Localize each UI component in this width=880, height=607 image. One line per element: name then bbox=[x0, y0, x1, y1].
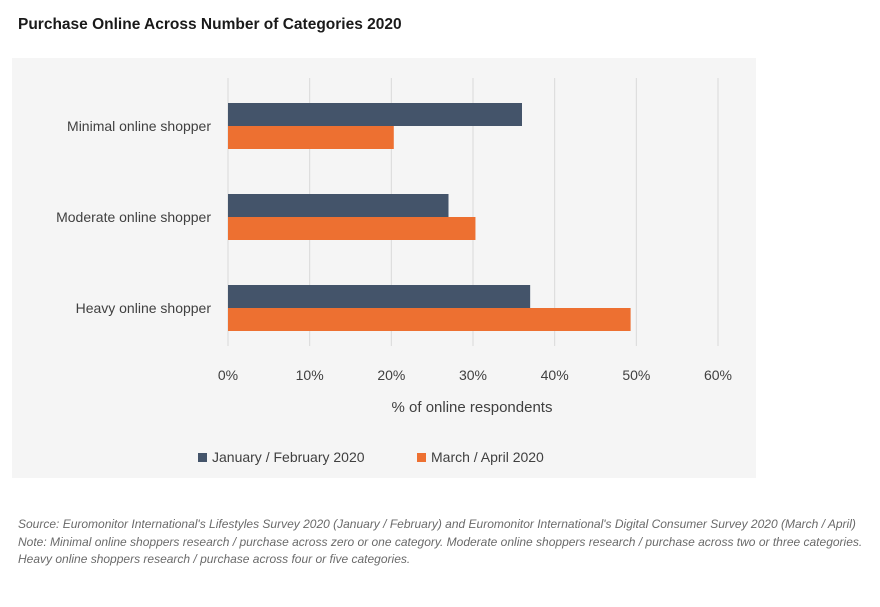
x-tick-label: 20% bbox=[377, 367, 405, 383]
x-tick-label: 50% bbox=[622, 367, 650, 383]
category-label: Heavy online shopper bbox=[76, 300, 212, 316]
chart-area: Minimal online shopper Moderate online sh… bbox=[12, 58, 756, 478]
category-label: Moderate online shopper bbox=[56, 209, 211, 225]
bar bbox=[228, 217, 476, 240]
bar bbox=[228, 126, 394, 149]
source-note: Source: Euromonitor International's Life… bbox=[18, 517, 856, 531]
legend-swatch bbox=[417, 453, 426, 462]
category-label: Minimal online shopper bbox=[67, 118, 211, 134]
bar bbox=[228, 285, 531, 308]
chart-notes: Source: Euromonitor International's Life… bbox=[18, 516, 868, 569]
legend-label: March / April 2020 bbox=[431, 449, 544, 465]
x-tick-label: 10% bbox=[296, 367, 324, 383]
x-tick-label: 0% bbox=[218, 367, 238, 383]
x-axis-title: % of online respondents bbox=[392, 399, 553, 416]
legend-swatch bbox=[198, 453, 207, 462]
chart-title: Purchase Online Across Number of Categor… bbox=[18, 16, 402, 33]
definition-note: Note: Minimal online shoppers research /… bbox=[18, 534, 863, 567]
bar-chart: Minimal online shopper Moderate online sh… bbox=[56, 78, 732, 465]
bar bbox=[228, 103, 522, 126]
x-tick-label: 40% bbox=[541, 367, 569, 383]
bar bbox=[228, 308, 631, 331]
legend-label: January / February 2020 bbox=[212, 449, 365, 465]
x-tick-label: 60% bbox=[704, 367, 732, 383]
x-tick-label: 30% bbox=[459, 367, 487, 383]
bar bbox=[228, 194, 449, 217]
